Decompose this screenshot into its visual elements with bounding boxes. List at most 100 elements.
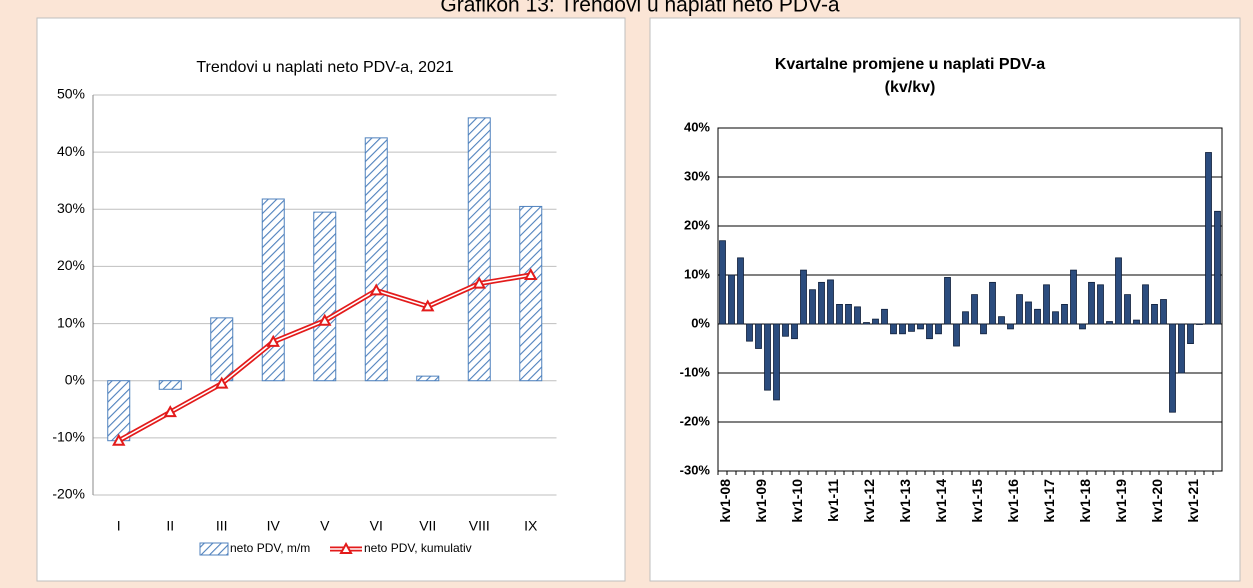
y-tick-label: 20% [57, 257, 85, 273]
bar [890, 323, 897, 335]
bar [845, 303, 852, 325]
x-tick-label: kv1-15 [969, 479, 985, 523]
bar [1097, 284, 1104, 325]
page-title: Grafikon 13: Trendovi u naplati neto PDV… [440, 0, 840, 17]
line-marker [266, 334, 280, 347]
bar [1070, 269, 1077, 325]
y-tick-label: -20% [52, 486, 85, 502]
bar [836, 303, 843, 325]
x-tick-label: IX [524, 518, 538, 534]
x-tick-label: kv1-16 [1005, 479, 1021, 523]
bar [809, 289, 816, 325]
bar [971, 294, 978, 325]
y-tick-label: 40% [684, 119, 710, 134]
bar [1151, 303, 1158, 325]
bar [953, 323, 960, 347]
bar [261, 198, 285, 382]
legend-marker [339, 541, 353, 554]
bar [107, 380, 131, 442]
bar [1079, 323, 1086, 330]
bar [1133, 319, 1140, 325]
bar [764, 323, 771, 391]
bar [313, 211, 337, 382]
x-tick-label: VII [419, 518, 436, 534]
bar [1196, 323, 1203, 325]
bar [519, 205, 543, 382]
bar [210, 317, 234, 382]
y-tick-label: -20% [680, 413, 711, 428]
x-tick-label: kv1-14 [933, 479, 949, 523]
line-marker [163, 405, 177, 418]
bar [719, 240, 726, 325]
line-marker [369, 283, 383, 296]
x-tick-label: kv1-08 [717, 479, 733, 523]
y-tick-label: 0% [65, 371, 85, 387]
x-tick-label: kv1-11 [825, 479, 841, 522]
bar [1088, 281, 1095, 325]
bar [1178, 323, 1185, 374]
line-marker [112, 433, 126, 446]
legend-label: neto PDV, m/m [230, 541, 310, 555]
x-tick-label: kv1-20 [1149, 479, 1165, 523]
bar [935, 323, 942, 335]
bar [1052, 311, 1059, 325]
x-tick-label: kv1-17 [1041, 479, 1057, 523]
bar [364, 137, 388, 382]
bar [926, 323, 933, 340]
x-tick-label: kv1-10 [789, 479, 805, 523]
x-tick-label: I [117, 518, 121, 534]
legend-swatch [199, 542, 229, 556]
y-tick-label: 40% [57, 143, 85, 159]
bar [1025, 301, 1032, 325]
bar [1187, 323, 1194, 345]
bar [791, 323, 798, 340]
x-tick-label: kv1-12 [861, 479, 877, 523]
bar [872, 318, 879, 325]
y-tick-label: 20% [684, 217, 710, 232]
bar [1007, 323, 1014, 330]
bar [827, 279, 834, 325]
bar [755, 323, 762, 349]
bar [917, 323, 924, 330]
bar [962, 311, 969, 325]
bar [1034, 308, 1041, 325]
bar [746, 323, 753, 342]
bar [944, 277, 951, 325]
legend-label: neto PDV, kumulativ [364, 541, 472, 555]
bar [998, 316, 1005, 325]
bar [467, 117, 491, 382]
x-tick-label: kv1-09 [753, 479, 769, 523]
line-marker [318, 313, 332, 326]
bar [989, 281, 996, 325]
x-tick-label: IV [267, 518, 281, 534]
bar [737, 257, 744, 325]
x-tick-label: kv1-13 [897, 479, 913, 523]
x-tick-label: kv1-19 [1113, 479, 1129, 523]
x-tick-label: VI [370, 518, 383, 534]
bar [773, 323, 780, 401]
chart-title: Kvartalne promjene u naplati PDV-a [775, 56, 1045, 73]
bar [782, 323, 789, 337]
bar [899, 323, 906, 335]
y-tick-label: 30% [684, 168, 710, 183]
y-tick-label: 0% [691, 315, 710, 330]
bar [800, 269, 807, 325]
bar [980, 323, 987, 335]
bar [1016, 294, 1023, 325]
bar [416, 375, 440, 382]
x-tick-label: VIII [469, 518, 490, 534]
bar [1043, 284, 1050, 325]
bar [1142, 284, 1149, 325]
line-marker [472, 276, 486, 289]
line-marker [215, 376, 229, 389]
bar [818, 281, 825, 325]
bar [1214, 210, 1221, 325]
y-tick-label: 10% [57, 314, 85, 330]
bar [1106, 321, 1113, 325]
line-marker [524, 267, 538, 280]
bar [881, 308, 888, 325]
bar [1160, 299, 1167, 325]
x-tick-label: II [166, 518, 174, 534]
